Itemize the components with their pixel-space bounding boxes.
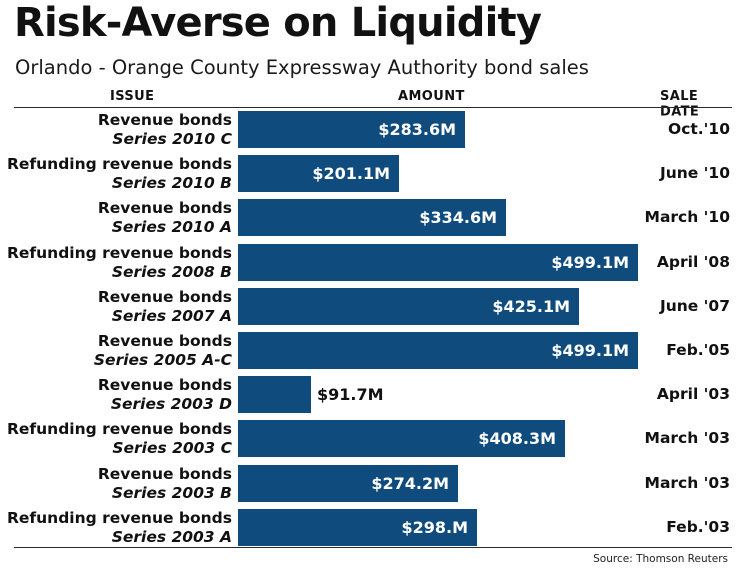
issue-series: Series 2003 C [7,439,232,458]
issue-series: Series 2003 D [98,395,232,414]
issue-series: Series 2010 C [98,130,232,149]
bar-row: Revenue bonds Series 2003 D $91.7M April '0… [0,373,740,417]
issue-name: Revenue bonds [98,111,232,130]
bar-value-label: $201.1M [312,164,390,183]
issue-series: Series 2003 A [7,528,232,547]
sale-date: April '08 [657,253,730,271]
issue-label: Revenue bonds Series 2005 A-C [94,332,232,370]
issue-name: Refunding revenue bonds [7,509,232,528]
bar-value-label: $334.6M [419,208,497,227]
bar-value-label: $298.M [401,518,468,537]
issue-name: Revenue bonds [98,199,232,218]
chart-subtitle: Orlando - Orange County Expressway Autho… [15,56,589,79]
bar-row: Refunding revenue bonds Series 2008 B $499… [0,241,740,285]
bar-row: Refunding revenue bonds Series 2003 C $408… [0,417,740,461]
chart-title: Risk-Averse on Liquidity [14,0,541,46]
sale-date: Feb.'05 [666,341,730,359]
bar-row: Revenue bonds Series 2005 A-C $499.1M Feb.'… [0,329,740,373]
bar-row: Revenue bonds Series 2010 A $334.6M March '… [0,196,740,240]
issue-label: Revenue bonds Series 2007 A [98,288,232,326]
bar-value-label: $425.1M [492,297,570,316]
issue-name: Refunding revenue bonds [7,420,232,439]
bar-value-label: $499.1M [551,253,629,272]
bar-value-label: $91.7M [317,385,384,404]
bar [238,376,311,413]
issue-label: Revenue bonds Series 2010 C [98,111,232,149]
issue-series: Series 2008 B [7,263,232,282]
sale-date: March '10 [645,208,730,226]
issue-label: Revenue bonds Series 2003 B [98,465,232,503]
bar-row: Revenue bonds Series 2007 A $425.1M June '0… [0,285,740,329]
issue-name: Revenue bonds [94,332,232,351]
issue-series: Series 2010 B [7,174,232,193]
bar-value-label: $499.1M [551,341,629,360]
issue-name: Revenue bonds [98,465,232,484]
issue-label: Refunding revenue bonds Series 2008 B [7,244,232,282]
bar-row: Revenue bonds Series 2010 C $283.6M Oct.'10 [0,108,740,152]
issue-series: Series 2005 A-C [94,351,232,370]
footer-rule [14,547,732,548]
issue-name: Revenue bonds [98,288,232,307]
issue-label: Refunding revenue bonds Series 2010 B [7,155,232,193]
issue-name: Revenue bonds [98,376,232,395]
sale-date: March '03 [645,429,730,447]
sale-date: Oct.'10 [668,120,730,138]
bar-value-label: $408.3M [478,429,556,448]
issue-name: Refunding revenue bonds [7,244,232,263]
bar-value-label: $274.2M [371,474,449,493]
sale-date: Feb.'03 [666,518,730,536]
issue-label: Revenue bonds Series 2003 D [98,376,232,414]
source-note: Source: Thomson Reuters [593,553,728,565]
sale-date: March '03 [645,474,730,492]
issue-label: Refunding revenue bonds Series 2003 A [7,509,232,547]
bar-row: Refunding revenue bonds Series 2010 B $201… [0,152,740,196]
bar-row: Revenue bonds Series 2003 B $274.2M March '… [0,462,740,506]
issue-name: Refunding revenue bonds [7,155,232,174]
issue-column-header: ISSUE [110,89,154,105]
issue-series: Series 2007 A [98,307,232,326]
issue-label: Refunding revenue bonds Series 2003 C [7,420,232,458]
bar-row: Refunding revenue bonds Series 2003 A $298… [0,506,740,550]
bar-value-label: $283.6M [378,120,456,139]
issue-label: Revenue bonds Series 2010 A [98,199,232,237]
issue-series: Series 2003 B [98,484,232,503]
sale-date: April '03 [657,385,730,403]
amount-column-header: AMOUNT [398,89,465,105]
issue-series: Series 2010 A [98,218,232,237]
sale-date: June '07 [660,297,730,315]
sale-date: June '10 [660,164,730,182]
